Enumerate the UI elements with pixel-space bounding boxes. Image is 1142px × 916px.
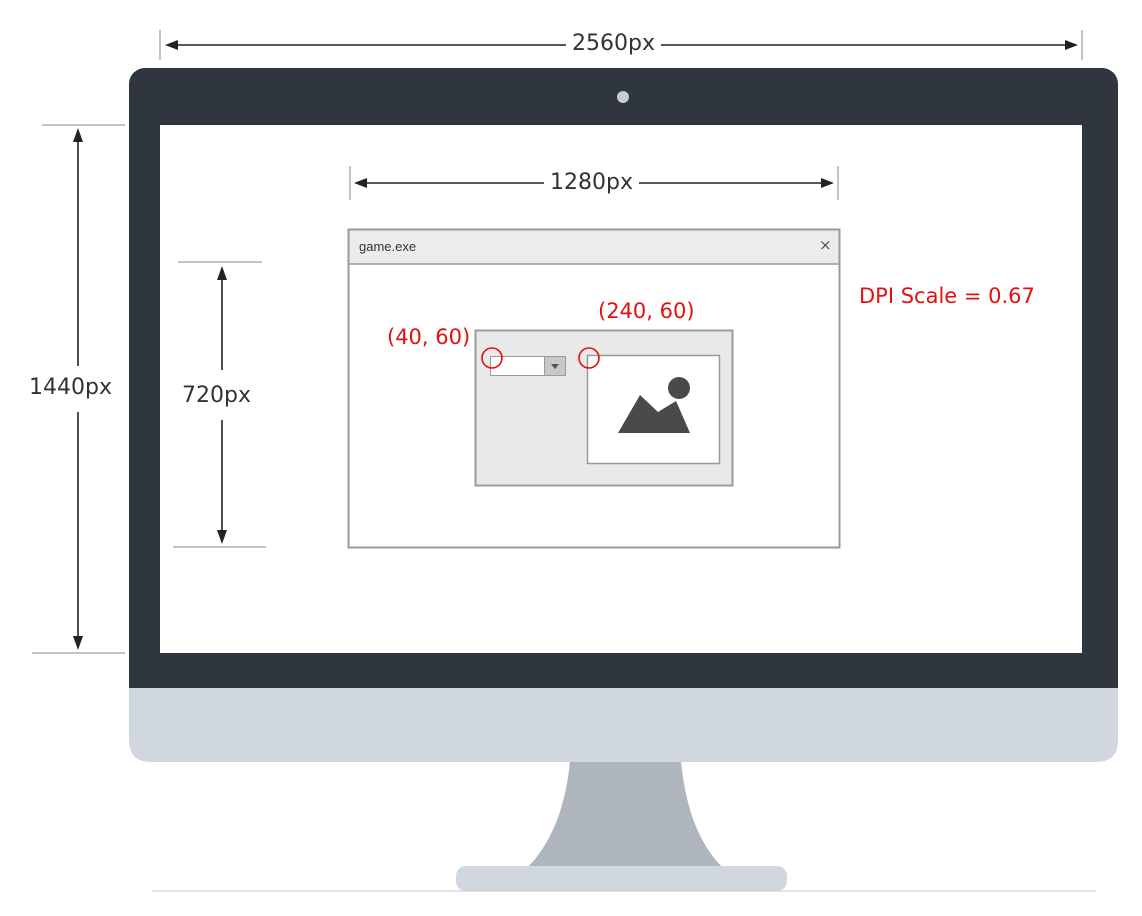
window-width-label: 1280px [544,170,639,196]
origin-marker-b [578,347,600,369]
monitor-chin [129,688,1118,762]
monitor-height-label: 1440px [29,375,112,401]
window-height-dimension-line [173,261,266,548]
stand-base [456,866,787,891]
camera-dot [617,91,629,103]
origin-marker-a [481,347,503,369]
point-a-label: (40, 60) [387,325,471,349]
chevron-down-icon [551,364,559,369]
monitor-width-label: 2560px [566,31,661,57]
window-title: game.exe [359,239,417,254]
image-placeholder [586,354,721,465]
dpi-scale-label: DPI Scale = 0.67 [859,284,1035,308]
sun-icon [668,377,690,399]
dropdown-combobox[interactable] [490,356,566,376]
stand-neck [527,762,723,868]
left-dimension-line [32,124,125,654]
mountain-icon [618,395,690,433]
window-height-label: 720px [182,383,251,409]
game-window-titlebar [349,230,839,264]
point-b-label: (240, 60) [598,299,695,323]
close-icon[interactable]: × [819,236,832,254]
